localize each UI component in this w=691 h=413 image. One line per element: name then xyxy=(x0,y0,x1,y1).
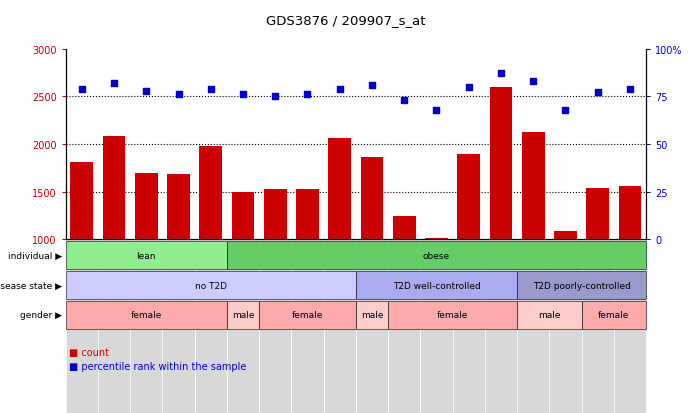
Point xyxy=(592,90,603,97)
Text: ■ percentile rank within the sample: ■ percentile rank within the sample xyxy=(69,361,247,371)
Text: disease state ▶: disease state ▶ xyxy=(0,281,62,290)
Bar xyxy=(70,163,93,240)
Point xyxy=(302,92,313,98)
Bar xyxy=(517,240,549,413)
Bar xyxy=(490,88,512,240)
Text: T2D well-controlled: T2D well-controlled xyxy=(392,281,480,290)
Text: male: male xyxy=(231,311,254,320)
Bar xyxy=(227,240,259,413)
Point xyxy=(76,86,87,93)
Bar xyxy=(485,240,517,413)
Text: no T2D: no T2D xyxy=(195,281,227,290)
Point xyxy=(399,97,410,104)
Point xyxy=(205,86,216,93)
Bar xyxy=(264,189,287,240)
Bar xyxy=(522,132,545,240)
Text: female: female xyxy=(437,311,468,320)
Point xyxy=(238,92,249,98)
Point xyxy=(495,71,507,78)
Bar xyxy=(614,240,646,413)
Bar xyxy=(356,240,388,413)
Point xyxy=(625,86,636,93)
Bar xyxy=(98,240,130,413)
Bar xyxy=(231,193,254,240)
Point xyxy=(269,94,281,100)
Bar xyxy=(361,158,384,240)
Bar xyxy=(618,186,641,240)
Bar xyxy=(554,231,577,240)
Bar xyxy=(135,174,158,240)
Bar xyxy=(200,147,222,240)
Text: male: male xyxy=(361,311,384,320)
Bar xyxy=(259,240,292,413)
Bar xyxy=(162,240,195,413)
Text: male: male xyxy=(538,311,560,320)
Bar xyxy=(323,240,356,413)
Bar xyxy=(420,240,453,413)
Text: ■ count: ■ count xyxy=(69,347,109,357)
Point xyxy=(528,78,539,85)
Point xyxy=(463,84,474,91)
Bar xyxy=(457,155,480,240)
Bar xyxy=(328,139,351,240)
Bar xyxy=(66,240,98,413)
Point xyxy=(560,107,571,114)
Text: female: female xyxy=(292,311,323,320)
Text: gender ▶: gender ▶ xyxy=(20,311,62,320)
Text: GDS3876 / 209907_s_at: GDS3876 / 209907_s_at xyxy=(266,14,425,27)
Text: female: female xyxy=(598,311,630,320)
Bar xyxy=(582,240,614,413)
Bar xyxy=(103,137,125,240)
Point xyxy=(173,92,184,98)
Bar xyxy=(130,240,162,413)
Bar xyxy=(296,189,319,240)
Text: T2D poorly-controlled: T2D poorly-controlled xyxy=(533,281,630,290)
Point xyxy=(108,81,120,87)
Text: obese: obese xyxy=(423,251,450,260)
Point xyxy=(366,82,377,89)
Bar xyxy=(167,175,190,240)
Point xyxy=(334,86,346,93)
Bar xyxy=(453,240,485,413)
Bar xyxy=(195,240,227,413)
Bar xyxy=(388,240,420,413)
Text: individual ▶: individual ▶ xyxy=(8,251,62,260)
Text: lean: lean xyxy=(137,251,156,260)
Bar xyxy=(587,188,609,240)
Point xyxy=(141,88,152,95)
Bar xyxy=(393,217,415,240)
Bar xyxy=(292,240,323,413)
Text: female: female xyxy=(131,311,162,320)
Bar xyxy=(425,239,448,240)
Point xyxy=(431,107,442,114)
Bar xyxy=(549,240,582,413)
